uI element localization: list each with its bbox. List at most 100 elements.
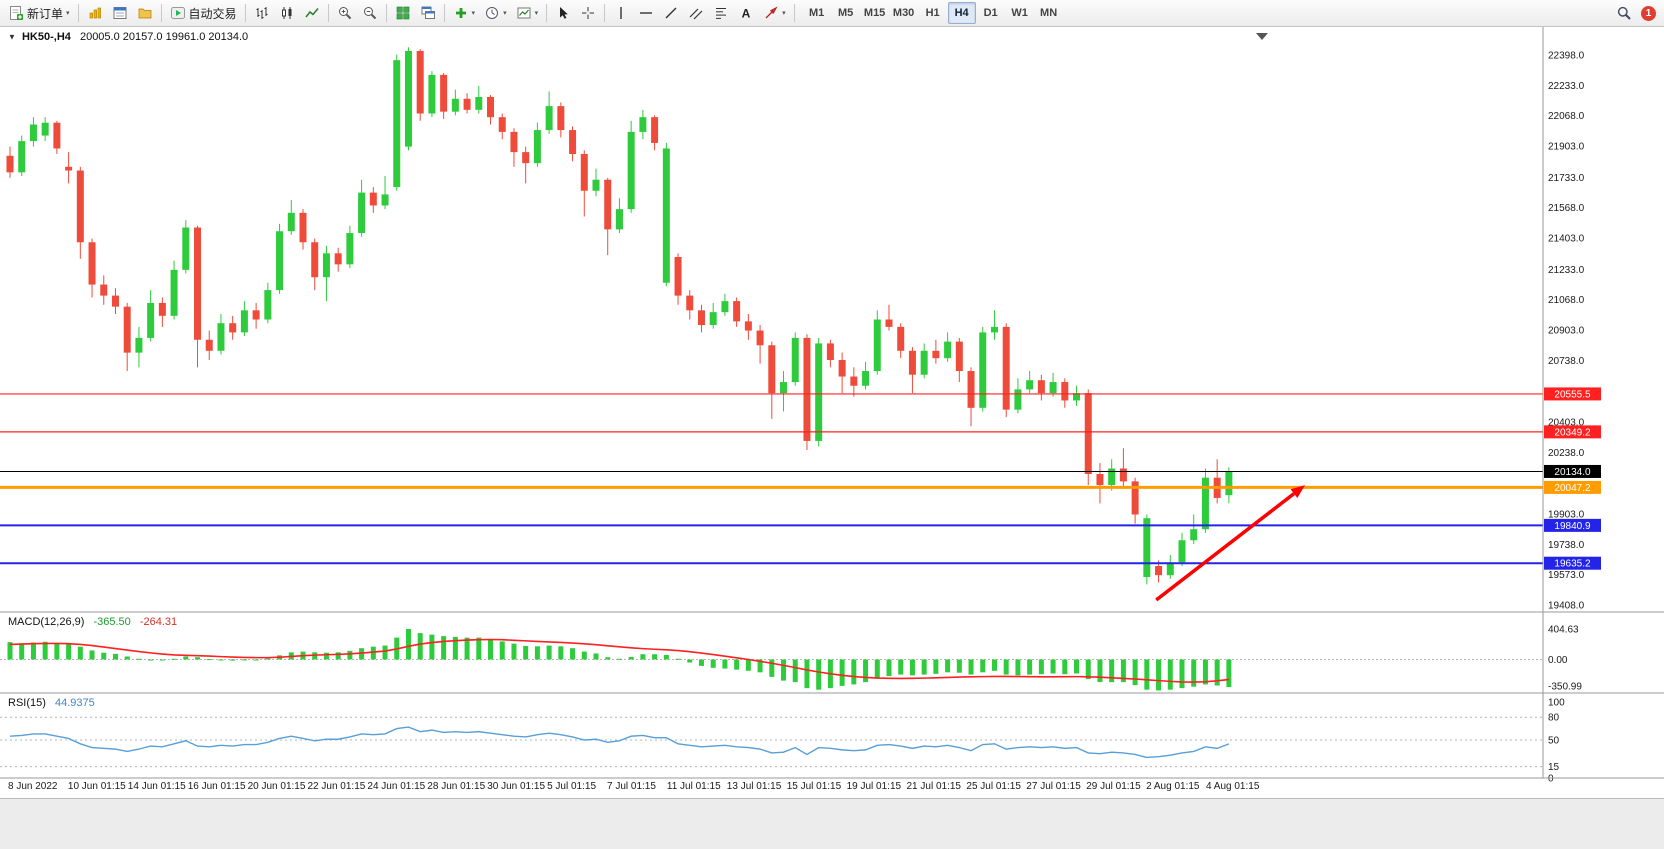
zoom-out-icon xyxy=(363,7,376,20)
tile-windows-icon xyxy=(396,6,409,20)
price-badges: 20555.5 20349.2 20134.0 20047.2 19840.9 19635… xyxy=(1544,387,1601,570)
rsi-scale-label: 15 xyxy=(1548,762,1560,773)
rsi-indicator-label: RSI(15) 44.9375 xyxy=(8,697,95,709)
zoom-out-button[interactable] xyxy=(358,2,382,24)
autotrading-icon xyxy=(170,7,185,19)
price-tick-label: 20403.0 xyxy=(1548,417,1585,428)
toolbar-separator xyxy=(77,4,79,22)
time-tick-label: 13 Jul 01:15 xyxy=(727,781,782,792)
time-tick-label: 27 Jul 01:15 xyxy=(1026,781,1081,792)
autotrading-button[interactable]: 自动交易 xyxy=(166,2,241,24)
fibonacci-tool-button[interactable] xyxy=(709,2,733,24)
macd-signal-line xyxy=(9,638,1229,683)
time-tick-label: 7 Jul 01:15 xyxy=(607,781,656,792)
timeframe-M30[interactable]: M30 xyxy=(892,7,915,19)
price-tick-label: 19408.0 xyxy=(1548,601,1585,612)
navigator-button[interactable] xyxy=(133,2,157,24)
data-window-button[interactable] xyxy=(108,2,132,24)
notification-badge[interactable]: 1 xyxy=(1641,5,1656,21)
tile-windows-button[interactable] xyxy=(391,2,415,24)
price-level-lines[interactable] xyxy=(0,393,1543,565)
price-badge-label: 20349.2 xyxy=(1554,427,1591,438)
chart-shift-marker[interactable] xyxy=(1256,33,1268,40)
bar-chart-icon xyxy=(256,7,268,19)
macd-scale-label: 404.63 xyxy=(1548,624,1579,635)
symbol-period-label: HK50-,H4 xyxy=(21,31,71,43)
cascade-windows-button[interactable] xyxy=(416,2,440,24)
horizontal-line-tool-button[interactable] xyxy=(634,2,658,24)
timeframe-D1[interactable]: D1 xyxy=(983,7,998,19)
price-tick-label: 20238.0 xyxy=(1548,448,1585,459)
template-icon xyxy=(517,7,531,19)
notification-count: 1 xyxy=(1645,7,1652,19)
macd-name: MACD(12,26,9) xyxy=(8,616,85,628)
time-tick-label: 11 Jul 01:15 xyxy=(667,781,721,792)
time-tick-label: 20 Jun 01:15 xyxy=(248,781,306,792)
time-tick-label: 5 Jul 01:15 xyxy=(547,781,596,792)
candlestick-chart-button[interactable] xyxy=(275,2,299,24)
price-badge-label: 20047.2 xyxy=(1554,483,1591,494)
new-order-label: 新订单 xyxy=(27,6,64,21)
templates-button[interactable]: ▾ xyxy=(512,2,543,24)
zoom-in-button[interactable] xyxy=(333,2,357,24)
fibonacci-icon xyxy=(716,8,727,19)
timeframe-M15[interactable]: M15 xyxy=(863,7,886,19)
time-tick-label: 8 Jun 2022 xyxy=(8,781,58,792)
timeframe-MN[interactable]: MN xyxy=(1040,7,1058,19)
time-tick-label: 2 Aug 01:15 xyxy=(1146,781,1200,792)
arrows-tool-button[interactable]: ▾ xyxy=(759,2,790,24)
new-order-button[interactable]: 新订单 ▾ xyxy=(4,2,74,24)
timeframe-H4[interactable]: H4 xyxy=(947,2,976,24)
time-tick-label: 24 Jun 01:15 xyxy=(367,781,425,792)
timeframe-H1[interactable]: H1 xyxy=(925,7,940,19)
rsi-scale-label: 0 xyxy=(1548,774,1554,785)
toolbar-separator xyxy=(160,4,162,22)
search-icon xyxy=(1617,6,1631,20)
time-tick-label: 14 Jun 01:15 xyxy=(128,781,186,792)
macd-scale-label: 0.00 xyxy=(1548,655,1568,666)
timeframe-W1[interactable]: W1 xyxy=(1011,7,1028,19)
caret-down-icon: ▾ xyxy=(782,9,786,17)
new-order-icon xyxy=(10,6,23,20)
collapse-arrow-icon[interactable]: ▼ xyxy=(8,32,16,42)
time-tick-label: 22 Jun 01:15 xyxy=(308,781,366,792)
price-chart[interactable]: 404.63 0.00 -350.99 100 80 50 150 22398.0 22233.… xyxy=(0,27,1664,798)
time-tick-label: 30 Jun 01:15 xyxy=(487,781,545,792)
window-bottom-area xyxy=(0,798,1664,849)
price-tick-label: 22233.0 xyxy=(1548,81,1585,92)
crosshair-tool-button[interactable] xyxy=(576,2,600,24)
trendline-tool-button[interactable] xyxy=(659,2,683,24)
time-tick-label: 15 Jul 01:15 xyxy=(787,781,842,792)
caret-down-icon: ▾ xyxy=(534,9,539,17)
trend-arrow[interactable] xyxy=(1155,485,1306,602)
bar-chart-button[interactable] xyxy=(250,2,274,24)
periods-button[interactable]: ▾ xyxy=(480,2,511,24)
macd-signal-value: -264.31 xyxy=(139,616,178,628)
rsi-value: 44.9375 xyxy=(54,697,95,709)
timeframe-M5[interactable]: M5 xyxy=(837,7,854,19)
price-tick-label: 20903.0 xyxy=(1548,326,1585,337)
timeframe-M1[interactable]: M1 xyxy=(808,7,825,19)
clock-icon xyxy=(486,7,499,19)
indicators-button[interactable]: ▾ xyxy=(449,2,480,24)
macd-pane: 404.63 0.00 -350.99 xyxy=(0,624,1582,692)
cursor-tool-button[interactable] xyxy=(551,2,575,24)
line-chart-button[interactable] xyxy=(300,2,324,24)
svg-text:A: A xyxy=(742,7,751,21)
toolbar-separator xyxy=(443,4,445,22)
time-tick-label: 28 Jun 01:15 xyxy=(427,781,485,792)
price-tick-label: 19573.0 xyxy=(1548,570,1585,581)
channel-tool-button[interactable] xyxy=(684,2,708,24)
rsi-name: RSI(15) xyxy=(8,697,46,709)
search-button[interactable] xyxy=(1612,2,1636,24)
toolbar-separator xyxy=(793,4,795,22)
navigator-icon xyxy=(138,8,151,19)
market-watch-button[interactable] xyxy=(83,2,107,24)
text-tool-button[interactable]: A xyxy=(734,2,758,24)
time-scale[interactable]: 8 Jun 2022 10 Jun 01:15 14 Jun 01:15 16 Jun… xyxy=(8,781,1260,792)
text-tool-icon: A xyxy=(742,7,751,21)
vertical-line-tool-button[interactable] xyxy=(609,2,633,24)
channel-icon xyxy=(689,8,703,20)
price-scale[interactable]: 22398.0 22233.0 22068.0 21903.0 21733.0 21568… xyxy=(1548,51,1585,612)
